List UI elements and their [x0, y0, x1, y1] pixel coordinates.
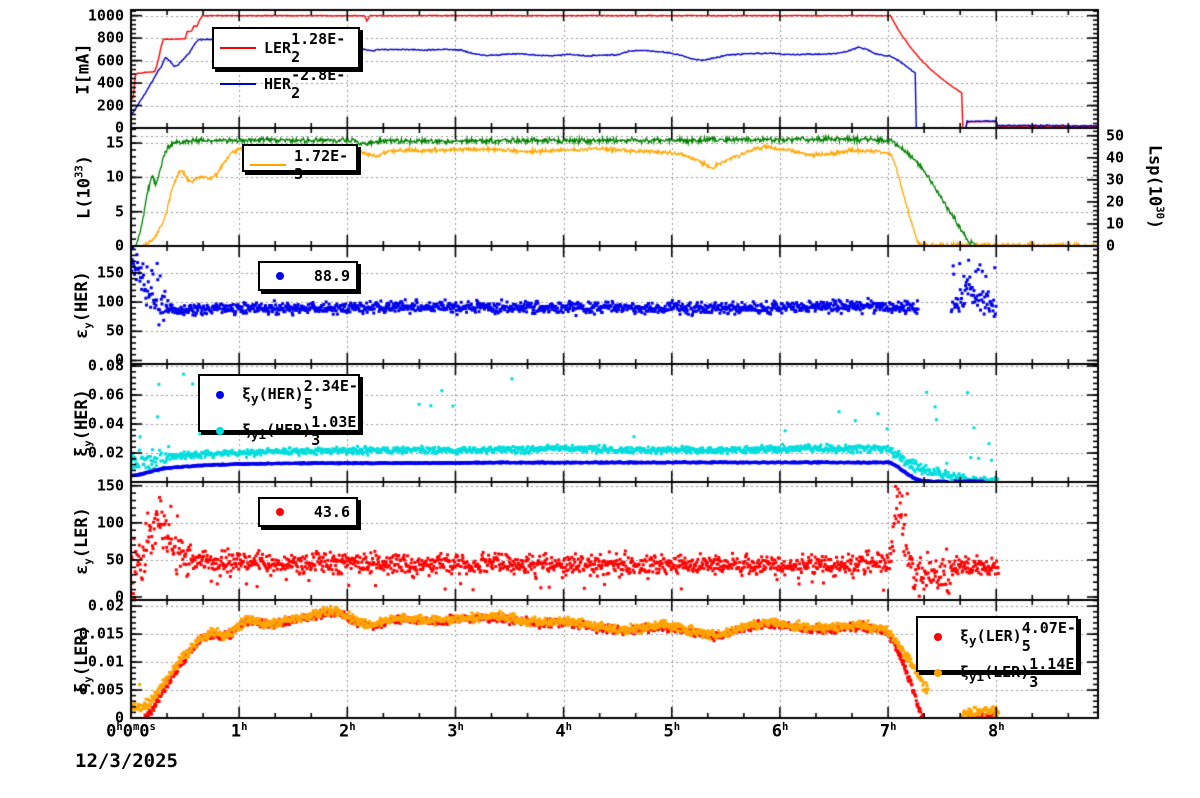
plot-canvas [0, 0, 1200, 798]
operation-status-plot: 12/3/2025 0 200 400 600 800 1000 I[mA] LER 1.28E… [0, 0, 1200, 798]
